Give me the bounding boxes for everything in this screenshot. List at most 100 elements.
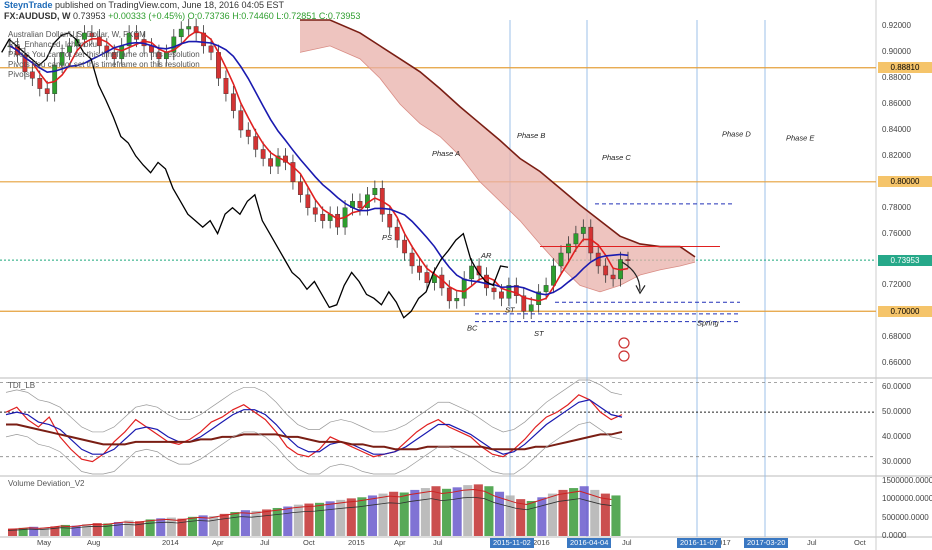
volume-bar <box>526 500 536 536</box>
tdi-tick-label: 30.0000 <box>882 456 911 466</box>
price-scale-tag[interactable]: 0.70000 <box>878 305 932 317</box>
candle <box>260 149 266 159</box>
annotation-label: Phase B <box>517 131 545 140</box>
indicator-pivots-1[interactable]: Pivots You cannot set this timeframe on … <box>8 50 200 59</box>
annotation-label: Phase E <box>786 133 815 142</box>
price-scale-tag[interactable]: 0.88810 <box>878 62 932 74</box>
volume-bar <box>71 525 81 536</box>
x-axis-label: Oct <box>854 538 866 547</box>
tdi-title[interactable]: TDI_LB <box>8 381 36 390</box>
candle <box>566 243 571 254</box>
symbol-text: FX:AUDUSD, W <box>4 11 71 21</box>
candle <box>528 304 534 312</box>
volume-bar <box>378 493 388 536</box>
volume-bar <box>82 524 92 536</box>
candle <box>230 93 236 111</box>
price-tick-label: 0.92000 <box>882 21 911 31</box>
volume-bar <box>304 503 314 536</box>
price-tick-label: 0.90000 <box>882 47 911 57</box>
volume-tick-label: 0.0000 <box>882 531 907 540</box>
author-name[interactable]: SteynTrade <box>4 0 53 10</box>
annotation-label: ST <box>534 329 545 338</box>
date-marker-tag[interactable]: 2016-04-04 <box>567 538 612 548</box>
candle <box>223 78 229 94</box>
volume-bar <box>579 486 589 536</box>
candle <box>357 201 363 208</box>
candle <box>573 233 579 245</box>
volume-avg-line <box>7 489 612 530</box>
candle <box>268 158 274 167</box>
candle <box>305 194 311 208</box>
x-axis-label: Oct <box>303 538 315 547</box>
candle <box>432 274 437 283</box>
price-tick-label: 0.86000 <box>882 99 911 109</box>
candle <box>82 32 87 40</box>
candle <box>461 278 467 299</box>
projection-arrow <box>621 261 641 291</box>
candle <box>171 36 177 53</box>
volume-bar <box>262 509 272 536</box>
candle <box>297 181 303 195</box>
candle <box>491 287 497 293</box>
price-tick-label: 0.78000 <box>882 202 911 212</box>
volume-bar <box>166 517 176 536</box>
price-scale-tag[interactable]: 0.80000 <box>878 176 932 188</box>
x-axis-label: Apr <box>212 538 224 547</box>
volume-bar <box>452 487 462 536</box>
volume-bar <box>367 495 378 536</box>
legend-title[interactable]: Australian Dollar/U.S. Dollar, W, FXCM <box>8 30 146 39</box>
volume-bar <box>484 486 494 536</box>
candle <box>417 265 422 273</box>
volume-bar <box>219 513 229 536</box>
price-tick-label: 0.66000 <box>882 358 911 368</box>
candle <box>454 298 460 302</box>
x-axis-label: Apr <box>394 538 406 547</box>
volume-bar <box>293 504 303 536</box>
ohlc-high: H:0.74460 <box>232 11 274 21</box>
date-marker-tag[interactable]: 2017-03-20 <box>744 538 789 548</box>
x-axis-label: Jul <box>433 538 443 547</box>
candle <box>193 26 199 34</box>
price-tick-label: 0.76000 <box>882 228 911 238</box>
candle <box>238 110 244 131</box>
tdi-band-lower <box>5 421 623 475</box>
candle <box>22 54 28 72</box>
lagging-span <box>1 32 509 319</box>
volume-bar <box>463 485 473 536</box>
price-tick-label: 0.72000 <box>882 280 911 290</box>
volume-bar <box>230 512 240 536</box>
candle <box>521 295 527 312</box>
volume-bar <box>283 506 293 536</box>
volume-bar <box>103 523 113 536</box>
annotation-label: BC <box>467 324 478 333</box>
candle <box>208 45 214 53</box>
symbol-line: FX:AUDUSD, W 0.73953 +0.00333 (+0.45%) O… <box>4 11 360 21</box>
annotation-label: Phase C <box>602 153 631 162</box>
price-scale-tag[interactable]: 0.73953 <box>878 254 932 266</box>
volume-bar <box>92 523 102 536</box>
indicator-pivots-3[interactable]: Pivots <box>8 70 30 79</box>
candle <box>156 52 162 60</box>
volume-title[interactable]: Volume Deviation_V2 <box>8 479 85 488</box>
candle <box>558 252 564 267</box>
candle <box>186 26 192 30</box>
volume-bar <box>442 488 452 536</box>
candle <box>178 28 184 38</box>
volume-bar <box>50 526 60 536</box>
volume-bar <box>431 486 441 536</box>
candle <box>96 36 102 47</box>
ohlc-close: C:0.73953 <box>318 11 361 21</box>
volume-bar <box>600 493 610 536</box>
indicator-ichimoku[interactable]: RG_Enhanced_Ichimoku <box>8 40 97 49</box>
date-marker-tag[interactable]: 2015-11-02 <box>490 538 534 548</box>
candle <box>402 239 408 254</box>
annotation-label: AR <box>480 251 492 260</box>
volume-bar <box>60 524 71 536</box>
indicator-pivots-2[interactable]: Pivots You cannot set this timeframe on … <box>8 60 200 69</box>
date-marker-tag[interactable]: 2016-11-07 <box>677 538 721 548</box>
annotation-label: Spring <box>697 319 720 328</box>
volume-bar <box>325 501 335 536</box>
kumo-cloud <box>300 20 695 292</box>
candle <box>312 207 318 215</box>
